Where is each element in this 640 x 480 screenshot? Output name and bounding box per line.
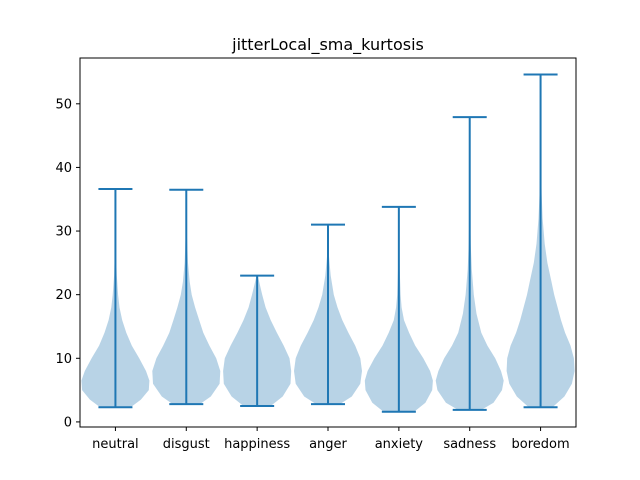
x-tick-label: anger [309,437,347,452]
y-tick-label: 10 [55,352,72,367]
y-tick-label: 20 [55,288,72,303]
y-tick-label: 50 [55,97,72,112]
x-tick-label: anxiety [375,437,424,452]
x-tick-label: happiness [224,437,290,452]
chart-title: jitterLocal_sma_kurtosis [231,35,424,55]
y-tick-label: 30 [55,225,72,240]
y-tick-label: 0 [64,415,72,430]
axes: 0 10 20 30 40 50 neutral disgust happiness anger a… [55,57,577,452]
x-tick-label: boredom [512,437,570,452]
x-tick-label: neutral [92,437,139,452]
plot-area [81,73,575,413]
y-tick-label: 40 [55,161,72,176]
x-tick-label: disgust [163,437,210,452]
x-tick-label: sadness [443,437,496,452]
